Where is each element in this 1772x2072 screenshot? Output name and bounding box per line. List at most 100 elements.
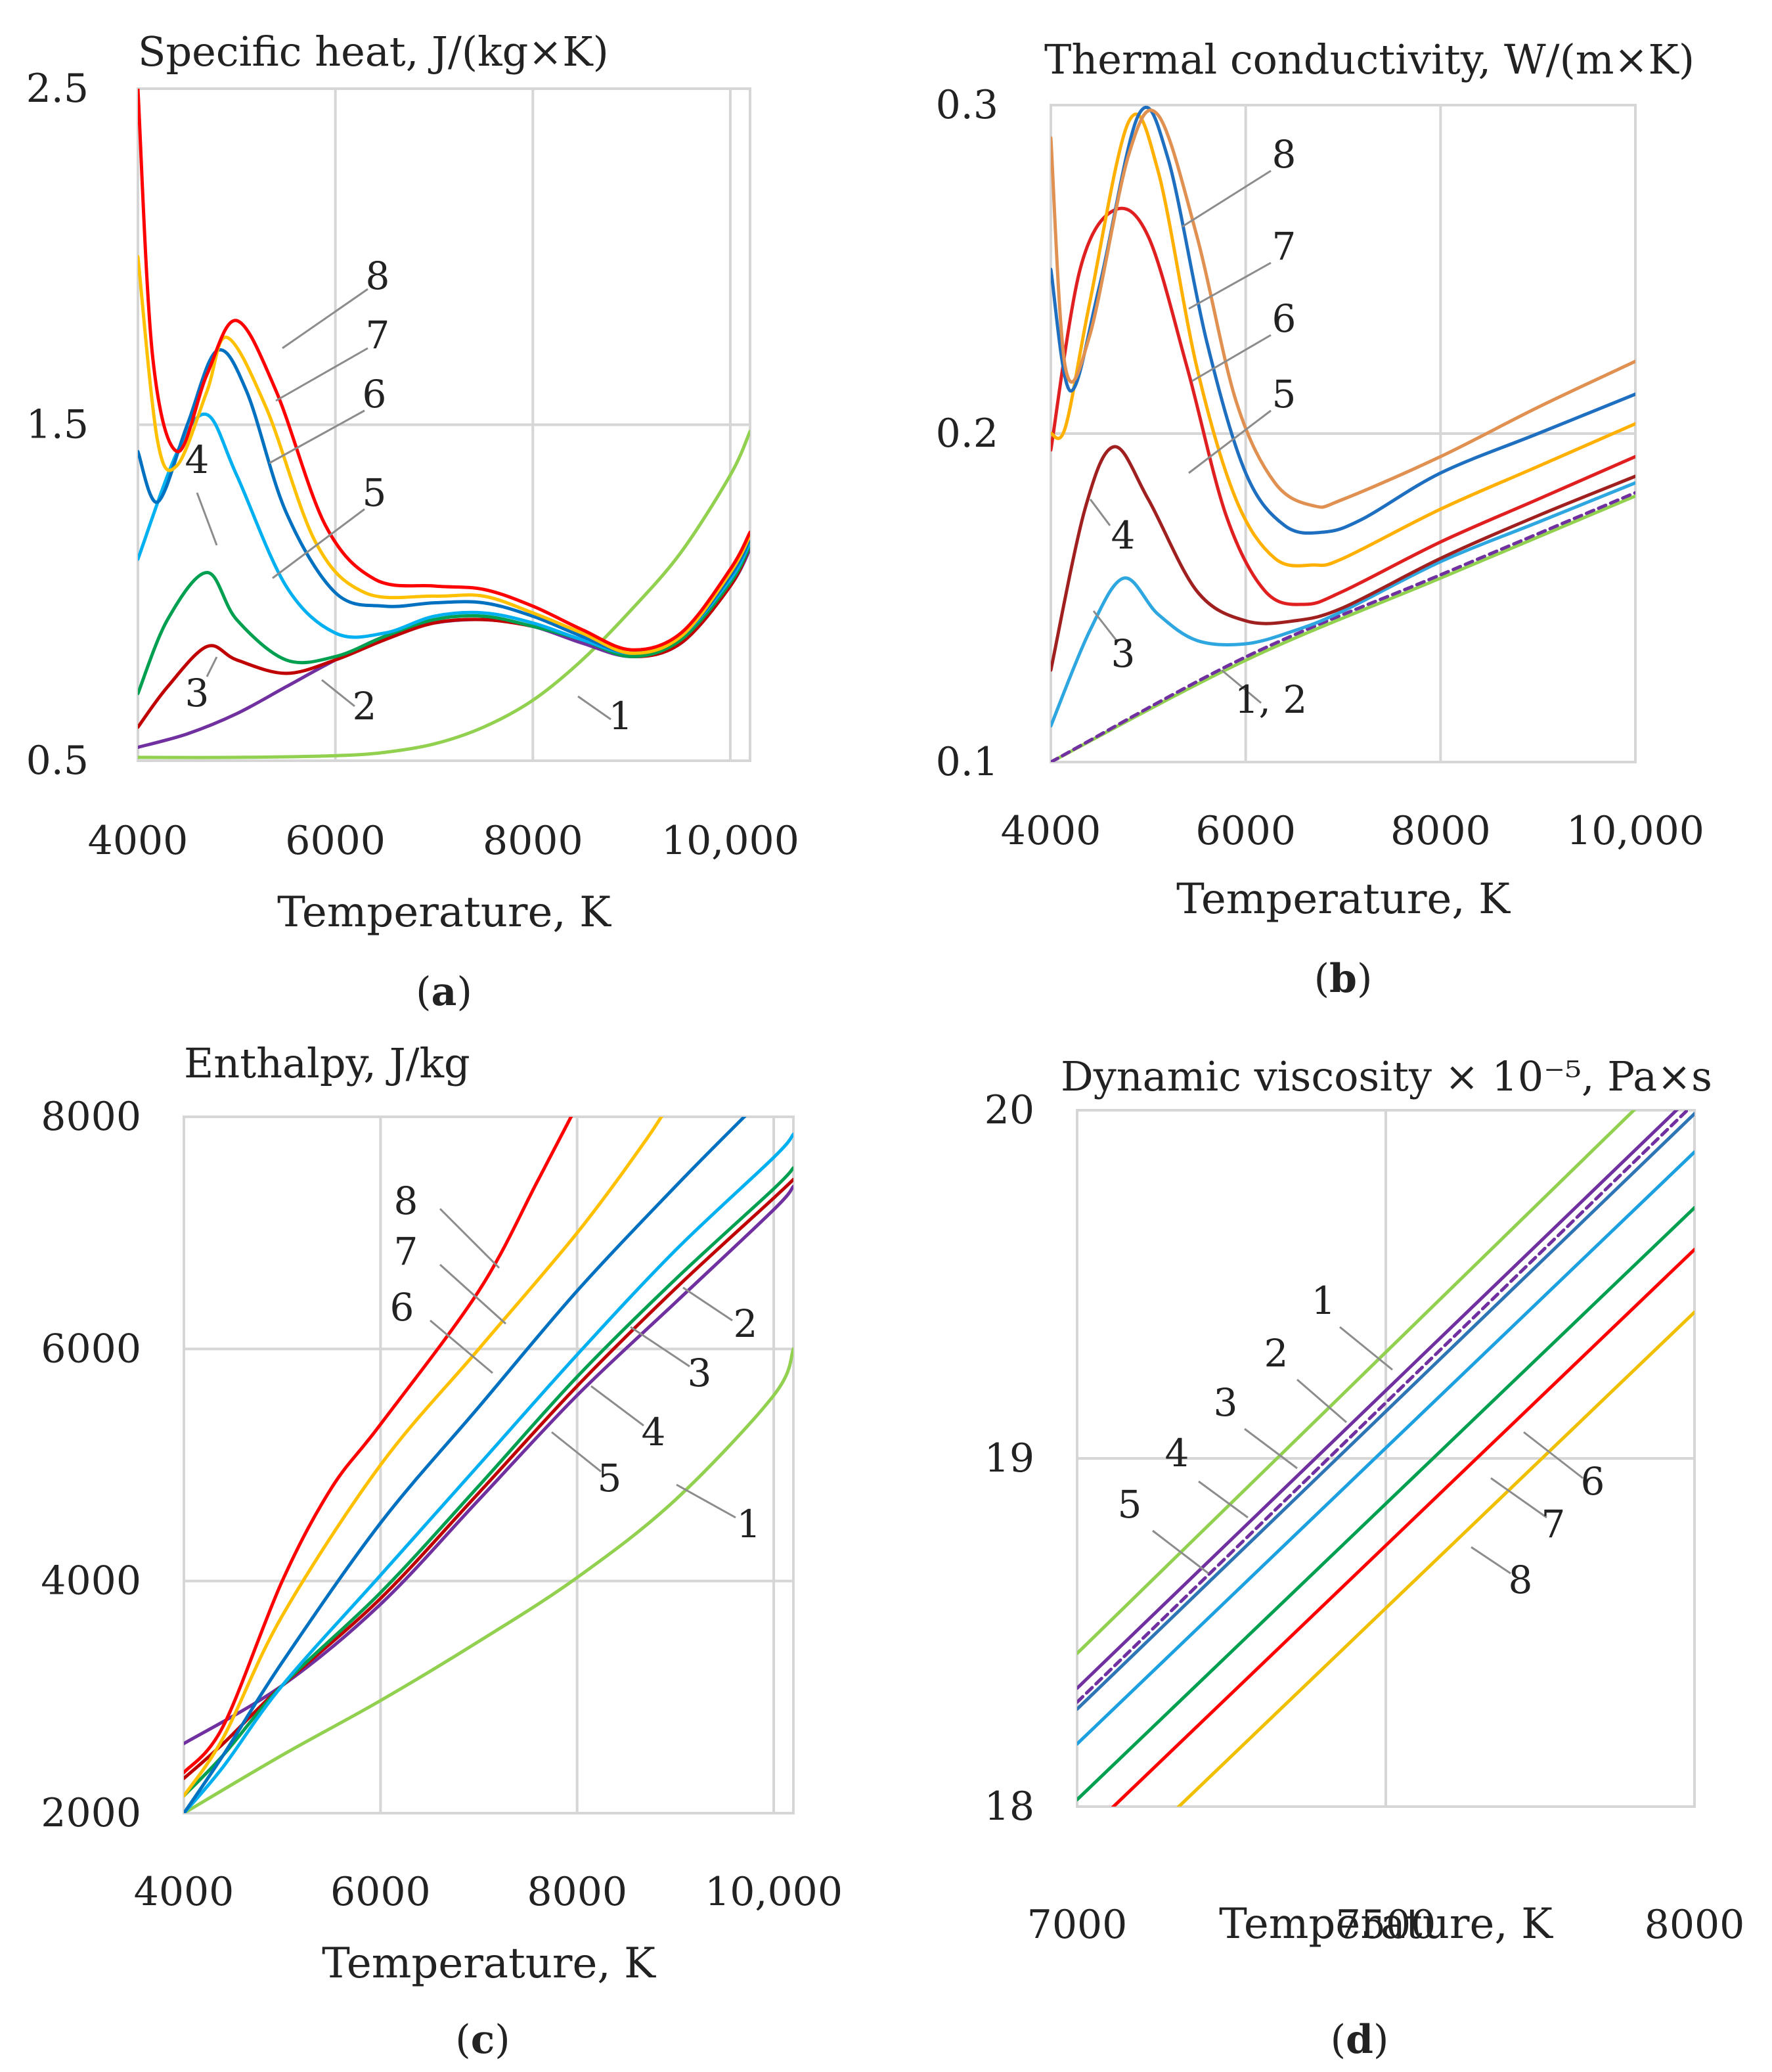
caption-open: ( (455, 2017, 470, 2063)
label-leader-line (1198, 1480, 1249, 1519)
x-axis-title: Temperature, K (1219, 1900, 1553, 1948)
x-tick-label: 10,000 (661, 818, 799, 864)
series-line-7 (138, 255, 750, 655)
caption-open: ( (416, 969, 431, 1015)
chart-a: Specific heat, J/(kg×K) 0.5 1.5 2.5 4000 6000… (26, 28, 799, 1015)
label-leader-line (682, 1286, 733, 1322)
label-leader-line (630, 1326, 690, 1368)
label-leader-line (269, 409, 365, 464)
series-line-5 (1051, 206, 1635, 606)
chart-title: Specific heat, J/(kg×K) (138, 28, 609, 76)
series-line-3 (138, 544, 750, 729)
panel-caption: (c) (455, 2017, 510, 2063)
series-label: 3 (1214, 1380, 1238, 1425)
series-line-2 (1051, 491, 1635, 762)
series-label: 4 (185, 438, 210, 482)
chart-c: Enthalpy, J/kg 2000 4000 6000 8000 4000 6000 80… (41, 1039, 843, 2063)
plot-frame (137, 87, 751, 762)
label-leader-line (1152, 1529, 1209, 1575)
series-line-3 (184, 1177, 793, 1780)
x-tick-label: 8000 (1390, 808, 1491, 854)
y-tick-label: 2000 (41, 1790, 141, 1836)
label-leader-line (1490, 1477, 1547, 1519)
x-tick-label: 6000 (285, 818, 386, 864)
caption-close: ) (495, 2017, 510, 2063)
panel-caption: (a) (416, 969, 472, 1015)
series-label: 6 (390, 1285, 414, 1330)
series-line-4 (1051, 445, 1635, 672)
series-label: 7 (394, 1229, 418, 1274)
label-leader-line (206, 656, 218, 677)
series-label: 4 (1165, 1431, 1189, 1475)
x-tick-label: 10,000 (1566, 808, 1704, 854)
series-label: 7 (366, 313, 390, 357)
x-tick-label: 7000 (1027, 1902, 1128, 1948)
x-axis-title: Temperature, K (322, 1939, 656, 1988)
caption-letter: b (1329, 956, 1357, 1002)
x-tick-label: 7500 (1336, 1902, 1436, 1948)
series-line-1 (184, 1347, 793, 1813)
label-leader-line (1188, 409, 1272, 474)
label-leader-line (551, 1431, 602, 1473)
series-line-1 (1077, 1110, 1637, 1655)
y-tick-label: 2.5 (26, 66, 89, 112)
label-leader-line (439, 1263, 507, 1325)
series-label: 3 (688, 1351, 712, 1395)
series-line-2 (184, 1184, 793, 1745)
series-line-3 (1077, 1110, 1690, 1704)
caption-open: ( (1331, 2017, 1346, 2063)
series-line-7 (1111, 1248, 1694, 1807)
x-tick-label: 8000 (1645, 1902, 1745, 1948)
series-label: 2 (1264, 1331, 1289, 1376)
series-label: 5 (1118, 1482, 1142, 1527)
label-leader-line (1339, 1326, 1393, 1371)
x-tick-label: 4000 (134, 1869, 234, 1915)
caption-letter: c (471, 2017, 495, 2063)
series-line-6 (1077, 1205, 1694, 1801)
y-tick-label: 4000 (41, 1558, 141, 1604)
series-line-7 (184, 1117, 663, 1797)
series-line-7 (1051, 105, 1635, 535)
series-line-5 (184, 1133, 793, 1813)
series-line-4 (184, 1166, 793, 1797)
x-tick-label: 8000 (527, 1869, 627, 1915)
y-tick-label: 0.5 (26, 738, 89, 784)
series-line-4 (1077, 1112, 1694, 1711)
x-axis-title: Temperature, K (277, 888, 611, 937)
chart-title: Thermal conductivity, W/(m×K) (1044, 35, 1694, 83)
series-line-4 (138, 544, 750, 696)
label-leader-line (430, 1319, 493, 1374)
y-tick-label: 0.1 (936, 739, 998, 785)
y-tick-label: 0.2 (936, 411, 998, 457)
series-label: 4 (642, 1410, 666, 1454)
label-leader-line (1191, 334, 1272, 382)
label-leader-line (282, 288, 368, 349)
x-tick-label: 6000 (330, 1869, 431, 1915)
y-tick-label: 20 (985, 1087, 1034, 1133)
x-tick-label: 6000 (1195, 808, 1296, 854)
chart-b: Thermal conductivity, W/(m×K) 0.1 0.2 0.3 40… (936, 35, 1704, 1002)
series-label: 4 (1111, 513, 1136, 558)
label-leader-line (577, 695, 611, 721)
panel-caption: (b) (1314, 956, 1373, 1002)
series-label: 3 (185, 671, 210, 715)
y-tick-label: 8000 (41, 1094, 141, 1140)
chart-d: Dynamic viscosity × 10⁻⁵, Pa×s1819207000… (985, 1052, 1745, 2063)
label-leader-line (1089, 499, 1111, 526)
series-line-8 (138, 89, 750, 652)
series-label: 3 (1111, 631, 1136, 676)
y-tick-label: 6000 (41, 1326, 141, 1372)
series-line-8 (1051, 108, 1635, 509)
series-label: 7 (1272, 224, 1296, 269)
x-tick-label: 4000 (1001, 808, 1101, 854)
panel-caption: (d) (1331, 2017, 1389, 2063)
y-tick-label: 0.3 (936, 82, 998, 128)
label-leader-line (275, 347, 368, 402)
chart-title: Dynamic viscosity × 10⁻⁵, Pa×s (1061, 1052, 1712, 1100)
series-line-2 (1077, 1110, 1679, 1690)
series-label: 8 (1272, 132, 1296, 177)
series-label: 1 (609, 694, 633, 738)
series-line-6 (184, 1117, 747, 1813)
x-axis-title: Temperature, K (1176, 875, 1511, 924)
